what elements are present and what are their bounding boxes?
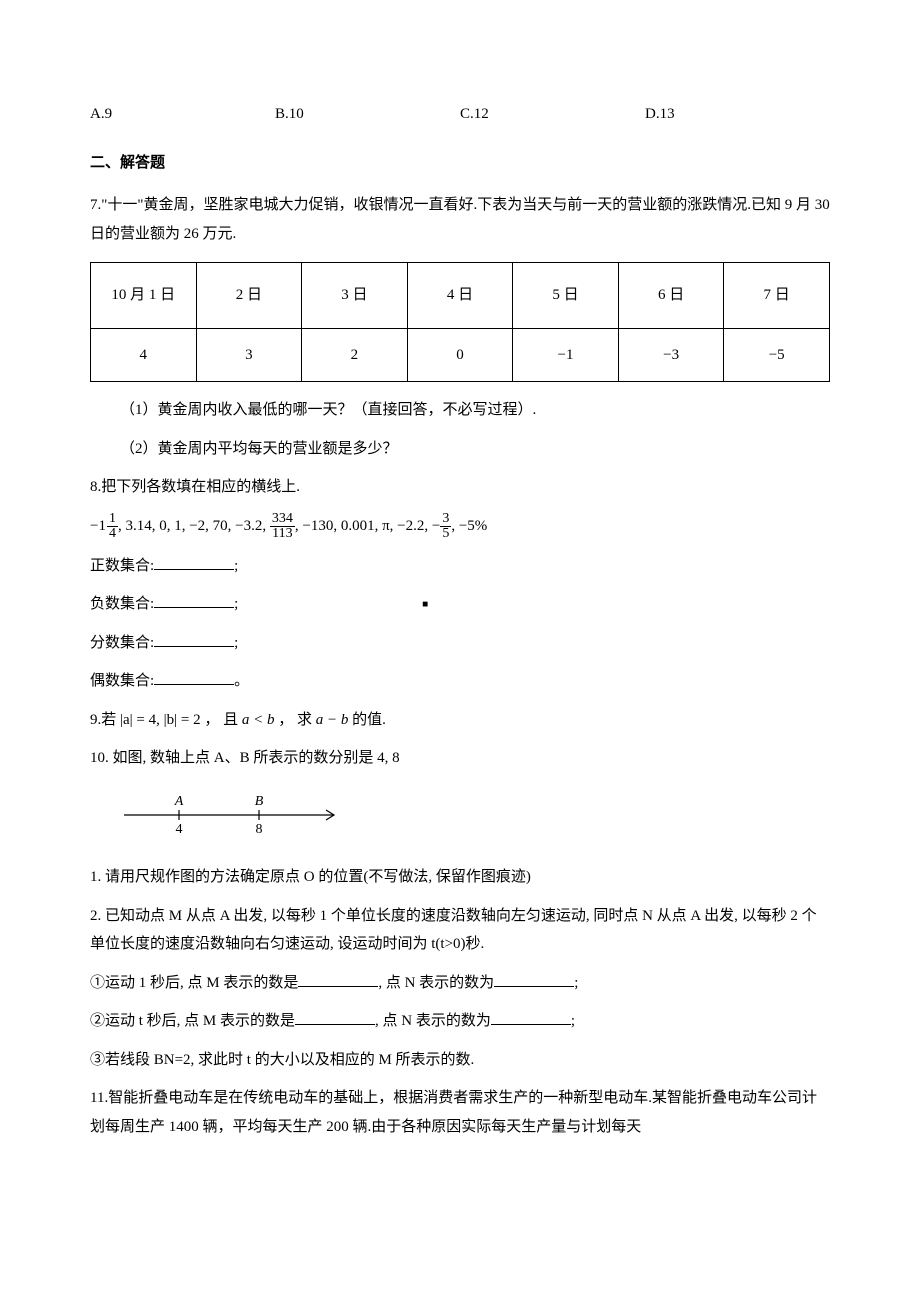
table-row: 10 月 1 日 2 日 3 日 4 日 5 日 6 日 7 日	[91, 263, 830, 329]
q9-part: |b| = 2	[164, 712, 201, 728]
q8-even-label: 偶数集合:	[90, 673, 154, 689]
q10-lead: 10. 如图, 数轴上点 A、B 所表示的数分别是 4, 8	[90, 744, 830, 773]
blank-field	[154, 631, 234, 647]
table-cell: 4	[91, 328, 197, 382]
q9-part: a < b	[242, 712, 275, 728]
q8-frac-label: 分数集合:	[90, 635, 154, 651]
svg-text:4: 4	[176, 822, 183, 835]
table-cell: −3	[618, 328, 724, 382]
q10-p2a: ②运动 t 秒后, 点 M 表示的数是	[90, 1013, 295, 1029]
table-row: 4 3 2 0 −1 −3 −5	[91, 328, 830, 382]
svg-text:A: A	[174, 794, 184, 809]
q10-p2: ②运动 t 秒后, 点 M 表示的数是 , 点 N 表示的数为;	[90, 1007, 830, 1036]
q8-neg-line: 负数集合:; ■	[90, 590, 830, 619]
q7-table: 10 月 1 日 2 日 3 日 4 日 5 日 6 日 7 日 4 3 2 0…	[90, 262, 830, 382]
q9-part: ， 求	[278, 712, 312, 728]
q10-p2b: , 点 N 表示的数为	[375, 1013, 491, 1029]
table-cell: 6 日	[618, 263, 724, 329]
dot-mark: ■	[422, 599, 428, 610]
q10-p1b: , 点 N 表示的数为	[378, 975, 494, 991]
semicolon: ;	[234, 558, 238, 574]
q9-part: a − b	[316, 712, 349, 728]
blank-field	[494, 971, 574, 987]
table-cell: 4 日	[407, 263, 513, 329]
q8-even-line: 偶数集合: 。	[90, 667, 830, 696]
q8-neg-label: 负数集合:	[90, 596, 154, 612]
table-cell: 0	[407, 328, 513, 382]
table-cell: 2 日	[196, 263, 302, 329]
period: 。	[234, 673, 249, 689]
blank-field	[295, 1009, 375, 1025]
q8-pos-line: 正数集合:;	[90, 552, 830, 581]
blank-field	[154, 592, 234, 608]
q10-p1c: ;	[574, 975, 578, 991]
blank-field	[154, 669, 234, 685]
semicolon: ;	[234, 635, 238, 651]
q8-lead: 8.把下列各数填在相应的横线上.	[90, 473, 830, 502]
table-cell: −5	[724, 328, 830, 382]
number-line-svg: A B 4 8	[114, 785, 354, 835]
option-a: A.9	[90, 100, 275, 129]
q8-pos-label: 正数集合:	[90, 558, 154, 574]
q10-sub1: 1. 请用尺规作图的方法确定原点 O 的位置(不写做法, 保留作图痕迹)	[90, 863, 830, 892]
table-cell: −1	[513, 328, 619, 382]
q10-p2c: ;	[571, 1013, 575, 1029]
blank-field	[298, 971, 378, 987]
svg-text:8: 8	[256, 822, 263, 835]
table-cell: 5 日	[513, 263, 619, 329]
option-c: C.12	[460, 100, 645, 129]
q8-number-list: − 114 , 3.14, 0, 1, −2, 70, −3.2, 334113…	[90, 512, 830, 542]
q9-part: 的值.	[352, 712, 386, 728]
q9-text: 9.若 |a| = 4, |b| = 2 ， 且 a < b ， 求 a − b…	[90, 706, 830, 735]
q7-sub1: （1）黄金周内收入最低的哪一天？（直接回答，不必写过程）.	[90, 396, 830, 425]
q7-text: 7."十一"黄金周，坚胜家电城大力促销，收银情况一直看好.下表为当天与前一天的营…	[90, 191, 830, 248]
table-cell: 3 日	[302, 263, 408, 329]
q8-frac-line: 分数集合:;	[90, 629, 830, 658]
q10-p1a: ①运动 1 秒后, 点 M 表示的数是	[90, 975, 298, 991]
q11-text: 11.智能折叠电动车是在传统电动车的基础上，根据消费者需求生产的一种新型电动车.…	[90, 1084, 830, 1141]
table-cell: 2	[302, 328, 408, 382]
option-d: D.13	[645, 100, 830, 129]
q7-sub2: （2）黄金周内平均每天的营业额是多少？	[90, 435, 830, 464]
blank-field	[154, 554, 234, 570]
blank-field	[491, 1009, 571, 1025]
table-cell: 3	[196, 328, 302, 382]
mc-options: A.9 B.10 C.12 D.13	[90, 100, 830, 129]
option-b: B.10	[275, 100, 460, 129]
q9-part: |a| = 4,	[120, 712, 160, 728]
q9-part: 9.若	[90, 712, 116, 728]
q10-p3: ③若线段 BN=2, 求此时 t 的大小以及相应的 M 所表示的数.	[90, 1046, 830, 1075]
q10-sub2: 2. 已知动点 M 从点 A 出发, 以每秒 1 个单位长度的速度沿数轴向左匀速…	[90, 902, 830, 959]
number-line-figure: A B 4 8	[114, 785, 830, 846]
q10-p1: ①运动 1 秒后, 点 M 表示的数是 , 点 N 表示的数为;	[90, 969, 830, 998]
svg-text:B: B	[255, 794, 264, 809]
semicolon: ;	[234, 596, 238, 612]
q9-part: ， 且	[204, 712, 238, 728]
section-2-title: 二、解答题	[90, 149, 830, 178]
table-cell: 10 月 1 日	[91, 263, 197, 329]
table-cell: 7 日	[724, 263, 830, 329]
